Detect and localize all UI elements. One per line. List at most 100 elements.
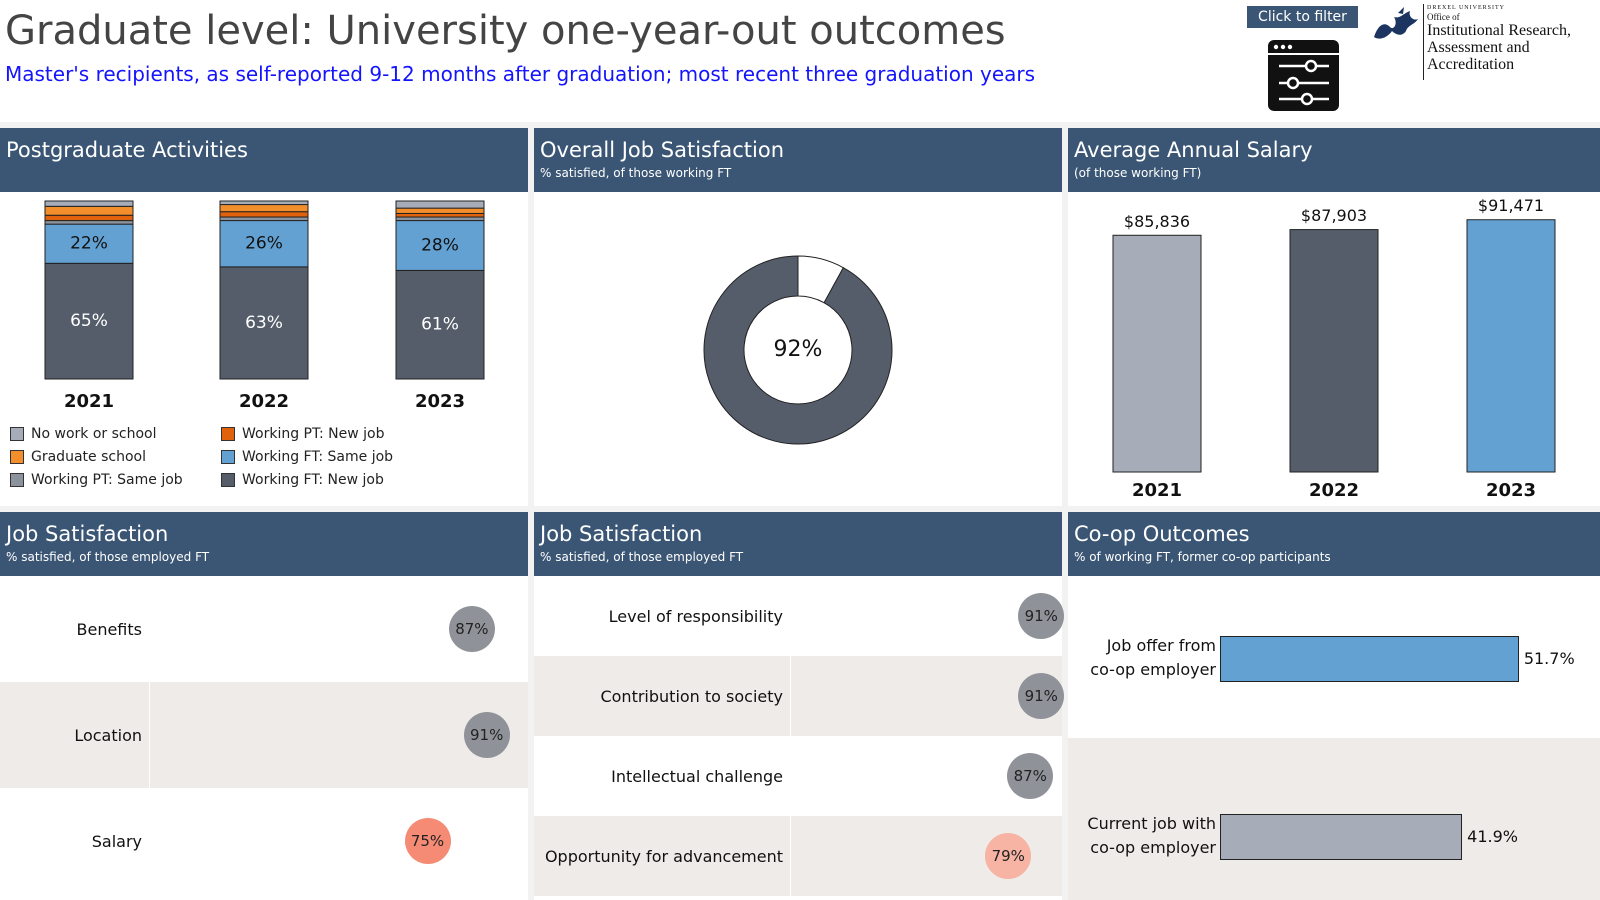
satisfaction-category-label: Benefits [76,619,143,639]
satisfaction-bubble: 91% [1018,673,1065,719]
stacked-bar-segment [395,207,485,214]
stacked-bar-segment [44,205,134,216]
postgraduate-activities-panel: Postgraduate Activities 65% 22% 2021 63% 26%… [0,128,528,506]
coop-outcomes-panel: Co-op Outcomes % of working FT, former c… [1068,512,1600,900]
legend-label: Working FT: New job [242,472,384,488]
satisfaction-category-label: Intellectual challenge [611,766,783,786]
panel-subtitle: % of working FT, former co-op participan… [1074,550,1331,564]
bar-value-label: 26% [245,234,283,254]
x-axis-tick-label: 2022 [239,391,289,412]
stacked-bar-segment [219,211,309,218]
x-axis-tick-label: 2021 [64,391,114,412]
satisfaction-bubble: 91% [1018,593,1065,639]
page-title: Graduate level: University one-year-out … [5,8,1006,54]
satisfaction-bubble: 75% [404,818,451,864]
panel-subtitle: % satisfied, of those working FT [540,166,732,180]
stacked-bar-segment [219,220,309,268]
bar-value-label: 28% [421,236,459,256]
donut-slice [797,255,844,304]
satisfaction-category-label: Level of responsibility [608,606,783,626]
stacked-bar-segment [44,200,134,207]
legend-label: No work or school [31,426,157,442]
x-axis-tick-label: 2023 [1486,480,1536,501]
logo-office-name: Institutional Research, Assessment and A… [1427,22,1571,73]
satisfaction-category-label: Location [74,725,142,745]
overall-satisfaction-donut-chart: 92% [703,255,893,445]
satisfaction-bubble: 91% [463,712,510,758]
average-salary-bar-chart: $85,836 2021 $87,903 2022 $91,471 2023 [1112,196,1556,501]
x-axis-tick-label: 2022 [1309,480,1359,501]
satisfaction-row: Level of responsibility 91% [534,576,1065,656]
bar-value-label: 22% [70,234,108,254]
job-satisfaction-chart-2: Level of responsibility 91% Contribution t… [534,576,1065,900]
row-divider [790,816,791,896]
postgraduate-activities-chart: 65% 22% 2021 63% 26% 2022 61% 28% 2023 [0,192,528,422]
panel-title: Overall Job Satisfaction [540,138,785,162]
row-divider [149,576,150,682]
coop-value-label: 41.9% [1467,827,1518,846]
satisfaction-row: Opportunity for advancement 79% [534,816,1062,896]
filter-control[interactable]: Click to filter [1247,6,1358,28]
bar-value-label: $87,903 [1301,206,1367,225]
panel-title: Postgraduate Activities [6,138,248,162]
legend-item: Working PT: Same job [10,472,183,488]
stacked-bar-segment [219,204,309,213]
legend-swatch [221,450,235,464]
coop-bar [1220,814,1463,860]
stacked-bar-segment [395,200,485,209]
satisfaction-category-label: Contribution to society [600,686,783,706]
row-divider [790,656,791,736]
bar-value-label: $85,836 [1124,212,1190,231]
satisfaction-category-label: Opportunity for advancement [544,846,783,866]
panel-header: Overall Job Satisfaction % satisfied, of… [534,128,1062,192]
coop-label-line: co-op employer [1090,838,1216,857]
coop-category-label: Job offer from co-op employer [1068,634,1216,682]
salary-bar [1466,219,1556,473]
legend-swatch [10,427,24,441]
satisfaction-category-label: Salary [91,831,142,851]
panel-title: Job Satisfaction [540,522,703,546]
stacked-bar-segment [44,220,134,225]
panel-subtitle: % satisfied, of those employed FT [6,550,210,564]
coop-outcomes-chart: Job offer from co-op employer 51.7% Current… [1068,576,1600,900]
stacked-bar-segment [219,200,309,206]
stacked-bar-segment [395,220,485,271]
panel-subtitle: % satisfied, of those employed FT [540,550,744,564]
panel-header: Co-op Outcomes % of working FT, former c… [1068,512,1600,576]
legend-item: Working FT: Same job [221,449,393,465]
coop-row: Job offer from co-op employer 51.7% [1068,576,1600,738]
panel-title: Average Annual Salary [1074,138,1313,162]
stacked-bar-segment [395,212,485,218]
legend-label: Graduate school [31,449,146,465]
job-satisfaction-chart-1: Benefits 87% Location 91% Salary 75% [0,576,528,900]
coop-label-line: co-op employer [1090,660,1216,679]
coop-bar [1220,636,1519,682]
satisfaction-row: Salary 75% [0,788,528,894]
dashboard-header: Graduate level: University one-year-out … [0,0,1600,122]
coop-value-label: 51.7% [1523,649,1575,668]
job-satisfaction-panel-1: Job Satisfaction % satisfied, of those e… [0,512,528,900]
stacked-bar-segment [395,216,485,222]
stacked-bar-segment [44,223,134,264]
row-divider [790,736,791,816]
panel-header: Job Satisfaction % satisfied, of those e… [0,512,528,576]
filter-button-label[interactable]: Click to filter [1247,6,1358,28]
legend-swatch [221,473,235,487]
legend-item: Working PT: New job [221,426,385,442]
coop-label-line: Job offer from [1106,636,1216,655]
filter-settings-icon[interactable] [1267,39,1340,112]
overall-job-satisfaction-panel: Overall Job Satisfaction % satisfied, of… [534,128,1062,506]
row-divider [149,788,150,894]
logo-university: DREXEL UNIVERSITY [1427,5,1505,11]
stacked-bar-segment [219,216,309,222]
panel-header: Job Satisfaction % satisfied, of those e… [534,512,1062,576]
logo-office-of: Office of [1427,12,1460,22]
legend-swatch [10,473,24,487]
salary-bar [1112,234,1202,473]
panel-title: Co-op Outcomes [1074,522,1250,546]
donut-slice [703,255,893,445]
panel-subtitle: (of those working FT) [1074,166,1202,180]
satisfaction-row: Contribution to society 91% [534,656,1065,736]
bar-value-label: 63% [245,313,283,333]
bar-value-label: 61% [421,315,459,335]
